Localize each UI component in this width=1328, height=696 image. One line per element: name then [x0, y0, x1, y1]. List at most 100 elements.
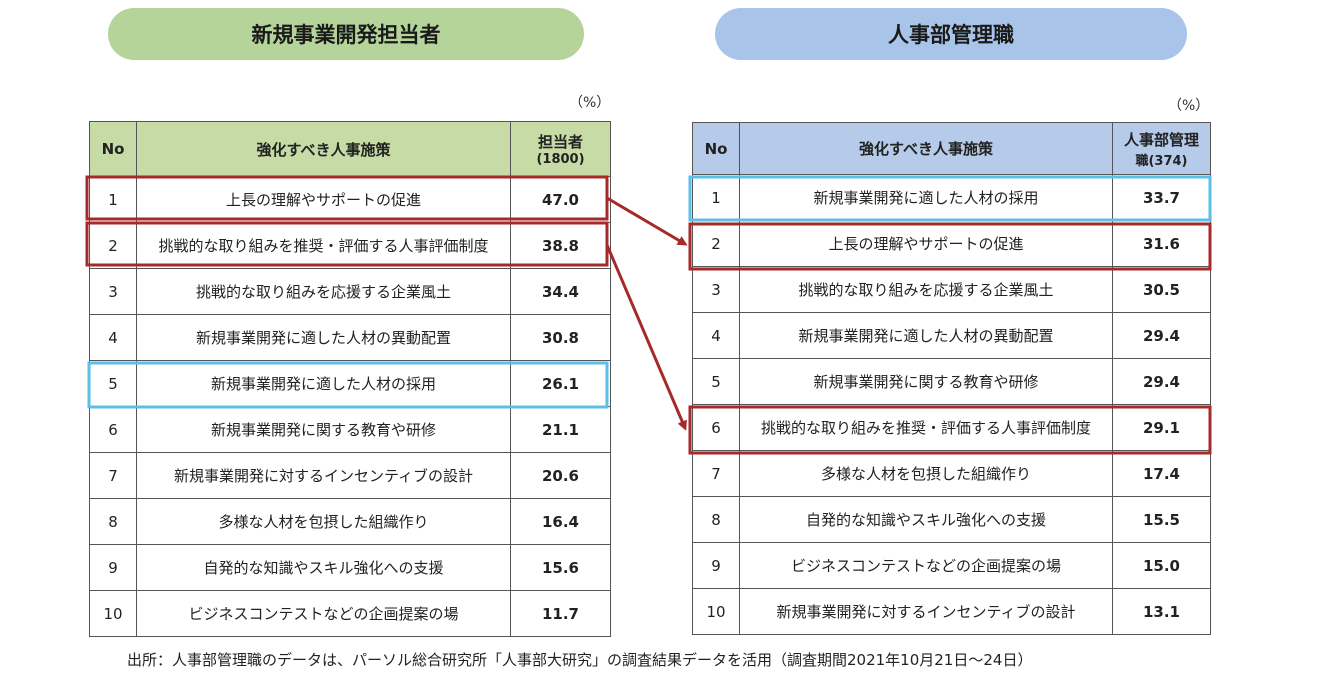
- hr-measure: 新規事業開発に関する教育や研修: [739, 358, 1113, 405]
- rank-number: 3: [89, 268, 137, 315]
- rank-number: 4: [692, 312, 740, 359]
- table-header-row: No 強化すべき人事施策 担当者 (1800): [89, 121, 611, 177]
- table-row: 4 新規事業開発に適した人材の異動配置 29.4: [692, 312, 1211, 359]
- percentage-value: 33.7: [1112, 174, 1211, 221]
- table-row: 3 挑戦的な取り組みを応援する企業風土 34.4: [89, 268, 611, 315]
- hr-measure: 新規事業開発に対するインセンティブの設計: [739, 588, 1113, 635]
- hr-measure: 新規事業開発に適した人材の異動配置: [136, 314, 511, 361]
- table-row: 9 ビジネスコンテストなどの企画提案の場 15.0: [692, 542, 1211, 589]
- table-row: 8 自発的な知識やスキル強化への支援 15.5: [692, 496, 1211, 543]
- percentage-value: 15.6: [510, 544, 611, 591]
- percentage-value: 30.5: [1112, 266, 1211, 313]
- rank-number: 1: [89, 176, 137, 223]
- hr-measure: 自発的な知識やスキル強化への支援: [136, 544, 511, 591]
- rank-number: 2: [89, 222, 137, 269]
- rank-number: 8: [89, 498, 137, 545]
- table-header-row: No 強化すべき人事施策 人事部管理 職(374): [692, 122, 1211, 175]
- hr-measure: 自発的な知識やスキル強化への支援: [739, 496, 1113, 543]
- hr-measure: 挑戦的な取り組みを応援する企業風土: [739, 266, 1113, 313]
- table-row: 9 自発的な知識やスキル強化への支援 15.6: [89, 544, 611, 591]
- percentage-value: 15.0: [1112, 542, 1211, 589]
- table-row: 10 新規事業開発に対するインセンティブの設計 13.1: [692, 588, 1211, 635]
- rank-number: 8: [692, 496, 740, 543]
- arrow-row1-to-row2: [606, 196, 688, 246]
- rank-number: 4: [89, 314, 137, 361]
- percentage-value: 11.7: [510, 590, 611, 637]
- rank-number: 6: [89, 406, 137, 453]
- rank-number: 5: [692, 358, 740, 405]
- percentage-value: 20.6: [510, 452, 611, 499]
- percentage-value: 29.4: [1112, 312, 1211, 359]
- right-ranking-table: No 強化すべき人事施策 人事部管理 職(374) 1 新規事業開発に適した人材の…: [692, 122, 1211, 635]
- percentage-value: 34.4: [510, 268, 611, 315]
- percentage-value: 16.4: [510, 498, 611, 545]
- hr-measure: ビジネスコンテストなどの企画提案の場: [136, 590, 511, 637]
- percentage-value: 15.5: [1112, 496, 1211, 543]
- hr-measure: 新規事業開発に適した人材の採用: [739, 174, 1113, 221]
- percentage-value: 30.8: [510, 314, 611, 361]
- hr-measure: 上長の理解やサポートの促進: [739, 220, 1113, 267]
- header-respondent: 担当者 (1800): [510, 121, 611, 177]
- source-footnote: 出所：人事部管理職のデータは、パーソル総合研究所「人事部大研究」の調査結果データ…: [127, 651, 1033, 669]
- rank-number: 1: [692, 174, 740, 221]
- header-measure: 強化すべき人事施策: [136, 121, 511, 177]
- rank-number: 9: [89, 544, 137, 591]
- header-respondent-line2: (1800): [536, 152, 585, 167]
- hr-measure: 上長の理解やサポートの促進: [136, 176, 511, 223]
- rank-number: 6: [692, 404, 740, 451]
- hr-measure: 挑戦的な取り組みを推奨・評価する人事評価制度: [136, 222, 511, 269]
- header-no: No: [89, 121, 137, 177]
- percentage-value: 21.1: [510, 406, 611, 453]
- header-respondent-line2: 職(374): [1135, 153, 1188, 169]
- percentage-value: 47.0: [510, 176, 611, 223]
- hr-measure: 新規事業開発に関する教育や研修: [136, 406, 511, 453]
- hr-measure: 挑戦的な取り組みを応援する企業風土: [136, 268, 511, 315]
- percentage-value: 29.1: [1112, 404, 1211, 451]
- right-unit-label: （%）: [1168, 98, 1210, 114]
- table-row: 5 新規事業開発に適した人材の採用 26.1: [89, 360, 611, 407]
- table-row: 6 挑戦的な取り組みを推奨・評価する人事評価制度 29.1: [692, 404, 1211, 451]
- header-no: No: [692, 122, 740, 175]
- hr-measure: ビジネスコンテストなどの企画提案の場: [739, 542, 1113, 589]
- arrow-row2-to-row6: [605, 244, 687, 431]
- right-group-title: 人事部管理職: [715, 8, 1187, 60]
- percentage-value: 17.4: [1112, 450, 1211, 497]
- percentage-value: 38.8: [510, 222, 611, 269]
- rank-number: 3: [692, 266, 740, 313]
- table-row: 2 挑戦的な取り組みを推奨・評価する人事評価制度 38.8: [89, 222, 611, 269]
- percentage-value: 31.6: [1112, 220, 1211, 267]
- rank-number: 7: [692, 450, 740, 497]
- table-row: 4 新規事業開発に適した人材の異動配置 30.8: [89, 314, 611, 361]
- header-respondent-line1: 人事部管理: [1123, 130, 1199, 149]
- hr-measure: 新規事業開発に適した人材の採用: [136, 360, 511, 407]
- table-row: 5 新規事業開発に関する教育や研修 29.4: [692, 358, 1211, 405]
- rank-number: 7: [89, 452, 137, 499]
- rank-number: 10: [692, 588, 740, 635]
- table-row: 7 多様な人材を包摂した組織作り 17.4: [692, 450, 1211, 497]
- left-ranking-table: No 強化すべき人事施策 担当者 (1800) 1 上長の理解やサポートの促進 47…: [89, 121, 611, 637]
- hr-measure: 多様な人材を包摂した組織作り: [136, 498, 511, 545]
- table-row: 3 挑戦的な取り組みを応援する企業風土 30.5: [692, 266, 1211, 313]
- rank-number: 10: [89, 590, 137, 637]
- rank-number: 5: [89, 360, 137, 407]
- percentage-value: 26.1: [510, 360, 611, 407]
- rank-number: 2: [692, 220, 740, 267]
- table-row: 1 上長の理解やサポートの促進 47.0: [89, 176, 611, 223]
- table-row: 10 ビジネスコンテストなどの企画提案の場 11.7: [89, 590, 611, 637]
- header-respondent-line1: 担当者: [537, 133, 583, 151]
- table-row: 2 上長の理解やサポートの促進 31.6: [692, 220, 1211, 267]
- table-row: 6 新規事業開発に関する教育や研修 21.1: [89, 406, 611, 453]
- table-row: 1 新規事業開発に適した人材の採用 33.7: [692, 174, 1211, 221]
- header-measure: 強化すべき人事施策: [739, 122, 1113, 175]
- hr-measure: 新規事業開発に適した人材の異動配置: [739, 312, 1113, 359]
- percentage-value: 29.4: [1112, 358, 1211, 405]
- hr-measure: 挑戦的な取り組みを推奨・評価する人事評価制度: [739, 404, 1113, 451]
- left-group-title: 新規事業開発担当者: [108, 8, 584, 60]
- rank-number: 9: [692, 542, 740, 589]
- table-row: 8 多様な人材を包摂した組織作り 16.4: [89, 498, 611, 545]
- hr-measure: 新規事業開発に対するインセンティブの設計: [136, 452, 511, 499]
- percentage-value: 13.1: [1112, 588, 1211, 635]
- table-row: 7 新規事業開発に対するインセンティブの設計 20.6: [89, 452, 611, 499]
- hr-measure: 多様な人材を包摂した組織作り: [739, 450, 1113, 497]
- header-respondent: 人事部管理 職(374): [1112, 122, 1211, 175]
